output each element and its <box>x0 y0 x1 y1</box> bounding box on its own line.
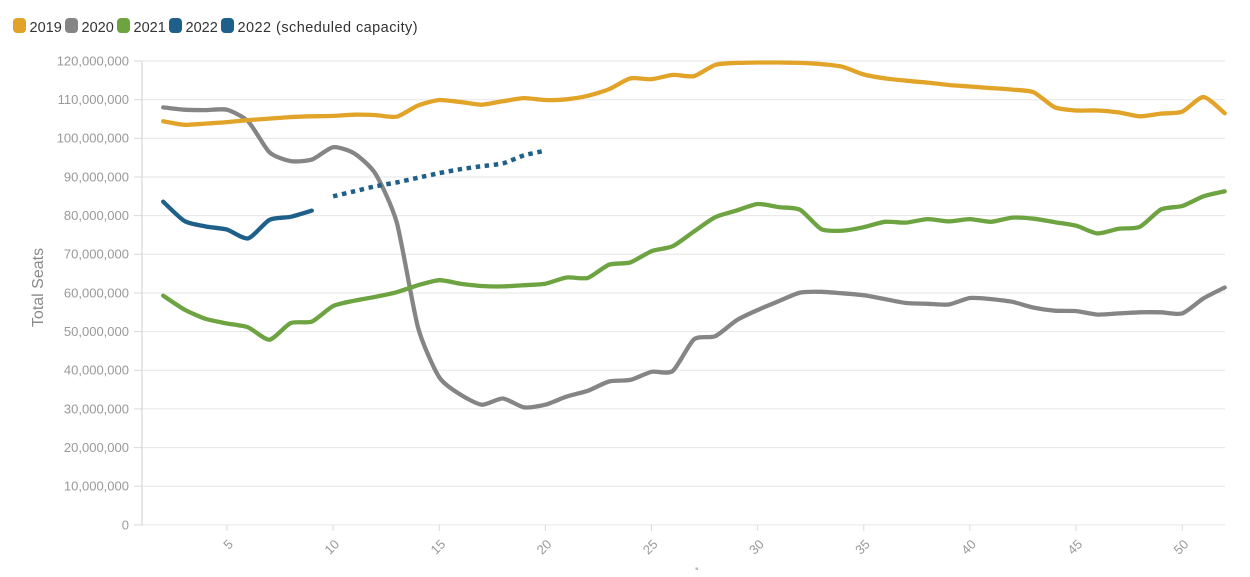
svg-text:20,000,000: 20,000,000 <box>64 440 129 455</box>
svg-text:10,000,000: 10,000,000 <box>64 479 129 494</box>
svg-text:2020: 2020 <box>82 20 114 36</box>
svg-text:30,000,000: 30,000,000 <box>64 401 129 416</box>
svg-text:2022 (scheduled capacity): 2022 (scheduled capacity) <box>238 20 419 36</box>
svg-text:110,000,000: 110,000,000 <box>58 92 129 107</box>
svg-text:2021: 2021 <box>134 20 166 36</box>
svg-text:120,000,000: 120,000,000 <box>57 53 129 68</box>
svg-text:2022: 2022 <box>186 20 218 36</box>
svg-text:90,000,000: 90,000,000 <box>64 169 129 184</box>
svg-text:70,000,000: 70,000,000 <box>64 247 129 262</box>
svg-text:100,000,000: 100,000,000 <box>57 131 129 146</box>
svg-text:80,000,000: 80,000,000 <box>64 208 129 223</box>
svg-text:Total Seats: Total Seats <box>30 248 47 327</box>
svg-text:2019: 2019 <box>30 20 62 36</box>
svg-text:0: 0 <box>122 517 129 532</box>
svg-text:50,000,000: 50,000,000 <box>64 324 129 339</box>
svg-text:60,000,000: 60,000,000 <box>64 285 129 300</box>
svg-text:40,000,000: 40,000,000 <box>64 363 129 378</box>
